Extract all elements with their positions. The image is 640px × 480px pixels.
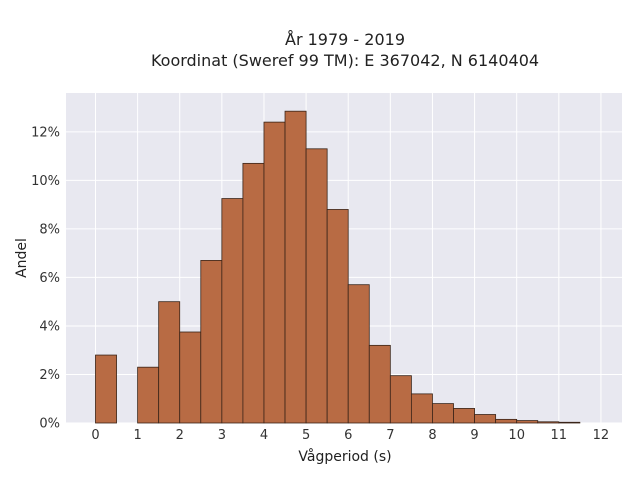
y-tick-label: 8% — [39, 222, 60, 237]
y-tick-label: 2% — [39, 368, 60, 383]
histogram-bar — [305, 148, 328, 424]
x-tick-label: 7 — [386, 428, 394, 443]
x-tick-label: 2 — [176, 428, 184, 443]
histogram-bar — [432, 403, 454, 424]
histogram-bar — [137, 366, 160, 424]
histogram-bar — [221, 198, 244, 424]
x-tick-label: 9 — [470, 428, 478, 443]
histogram-bar — [474, 414, 497, 424]
histogram-bar — [495, 418, 518, 424]
histogram-bar — [347, 284, 370, 424]
y-tick-label: 12% — [31, 125, 60, 140]
x-tick-label: 0 — [91, 428, 99, 443]
histogram-bar — [284, 110, 307, 424]
histogram-bar — [558, 421, 581, 424]
chart-title-line1: År 1979 - 2019 — [285, 30, 405, 49]
x-axis-label: Vågperiod (s) — [298, 448, 391, 465]
y-tick-label: 10% — [31, 174, 60, 189]
x-tick-label: 3 — [218, 428, 226, 443]
x-tick-label: 8 — [428, 428, 436, 443]
y-tick-label: 6% — [39, 271, 60, 286]
y-axis-label: Andel — [14, 238, 30, 278]
tick-labels: 0 1 2 3 4 5 6 7 8 9 10 11 120%2%4%6%8%10%12% — [31, 125, 609, 443]
y-tick-label: 4% — [39, 319, 60, 334]
x-tick-label: 5 — [302, 428, 310, 443]
histogram-bar — [410, 393, 433, 424]
histogram-bar — [242, 162, 265, 424]
x-tick-label: 12 — [593, 428, 610, 443]
x-tick-label: 1 — [133, 428, 141, 443]
histogram-bar — [537, 421, 560, 424]
histogram-bar — [263, 121, 286, 424]
histogram-bar — [95, 354, 117, 424]
x-tick-label: 10 — [508, 428, 525, 443]
histogram-bar — [389, 375, 412, 424]
x-tick-label: 6 — [344, 428, 352, 443]
histogram-bar — [200, 260, 223, 424]
histogram-bar — [368, 344, 391, 424]
y-tick-label: 0% — [39, 417, 60, 432]
x-tick-label: 11 — [551, 428, 568, 443]
x-tick-label: 4 — [260, 428, 268, 443]
histogram-bar — [453, 408, 475, 424]
histogram-bar — [179, 331, 202, 424]
histogram-bar — [158, 301, 181, 424]
chart-title-line2: Koordinat (Sweref 99 TM): E 367042, N 61… — [151, 51, 539, 70]
histogram-bar — [326, 209, 349, 424]
bars — [95, 110, 581, 424]
histogram-bar — [516, 420, 539, 424]
